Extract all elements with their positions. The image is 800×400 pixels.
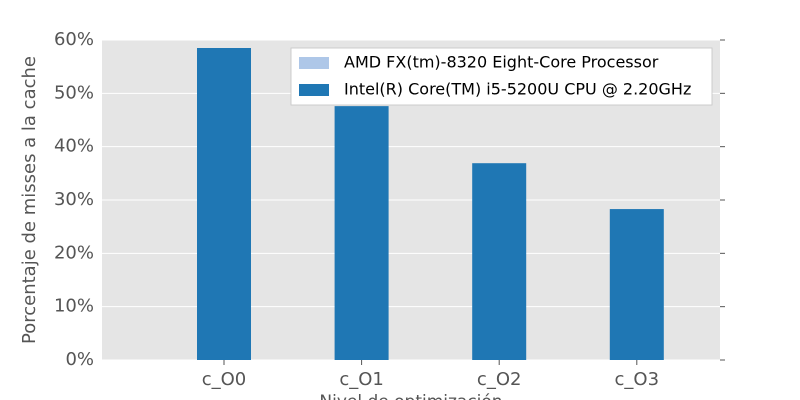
legend-swatch: [299, 57, 329, 69]
legend-label: Intel(R) Core(TM) i5-5200U CPU @ 2.20GHz: [344, 80, 691, 99]
y-tick-label: 40%: [54, 136, 94, 157]
y-tick-label: 20%: [54, 242, 94, 263]
x-axis-label: Nivel de optimización: [319, 392, 502, 400]
x-tick-label: c_O1: [339, 369, 384, 390]
legend-swatch: [299, 84, 329, 96]
bar: [197, 48, 251, 360]
x-tick-label: c_O0: [202, 369, 247, 390]
bar: [609, 209, 664, 360]
y-axis-label: Porcentaje de misses a la cache: [19, 56, 40, 344]
y-tick-label: 30%: [54, 189, 94, 210]
y-tick-label: 60%: [54, 29, 94, 50]
y-tick-label: 0%: [65, 349, 94, 370]
y-tick-label: 10%: [54, 296, 94, 317]
legend-box: [290, 47, 713, 106]
x-tick-label: c_O2: [477, 369, 522, 390]
x-tick-label: c_O3: [615, 369, 660, 390]
y-tick-label: 50%: [54, 82, 94, 103]
bar: [334, 106, 389, 360]
legend-label: AMD FX(tm)-8320 Eight-Core Processor: [344, 53, 659, 72]
bar: [472, 163, 527, 360]
